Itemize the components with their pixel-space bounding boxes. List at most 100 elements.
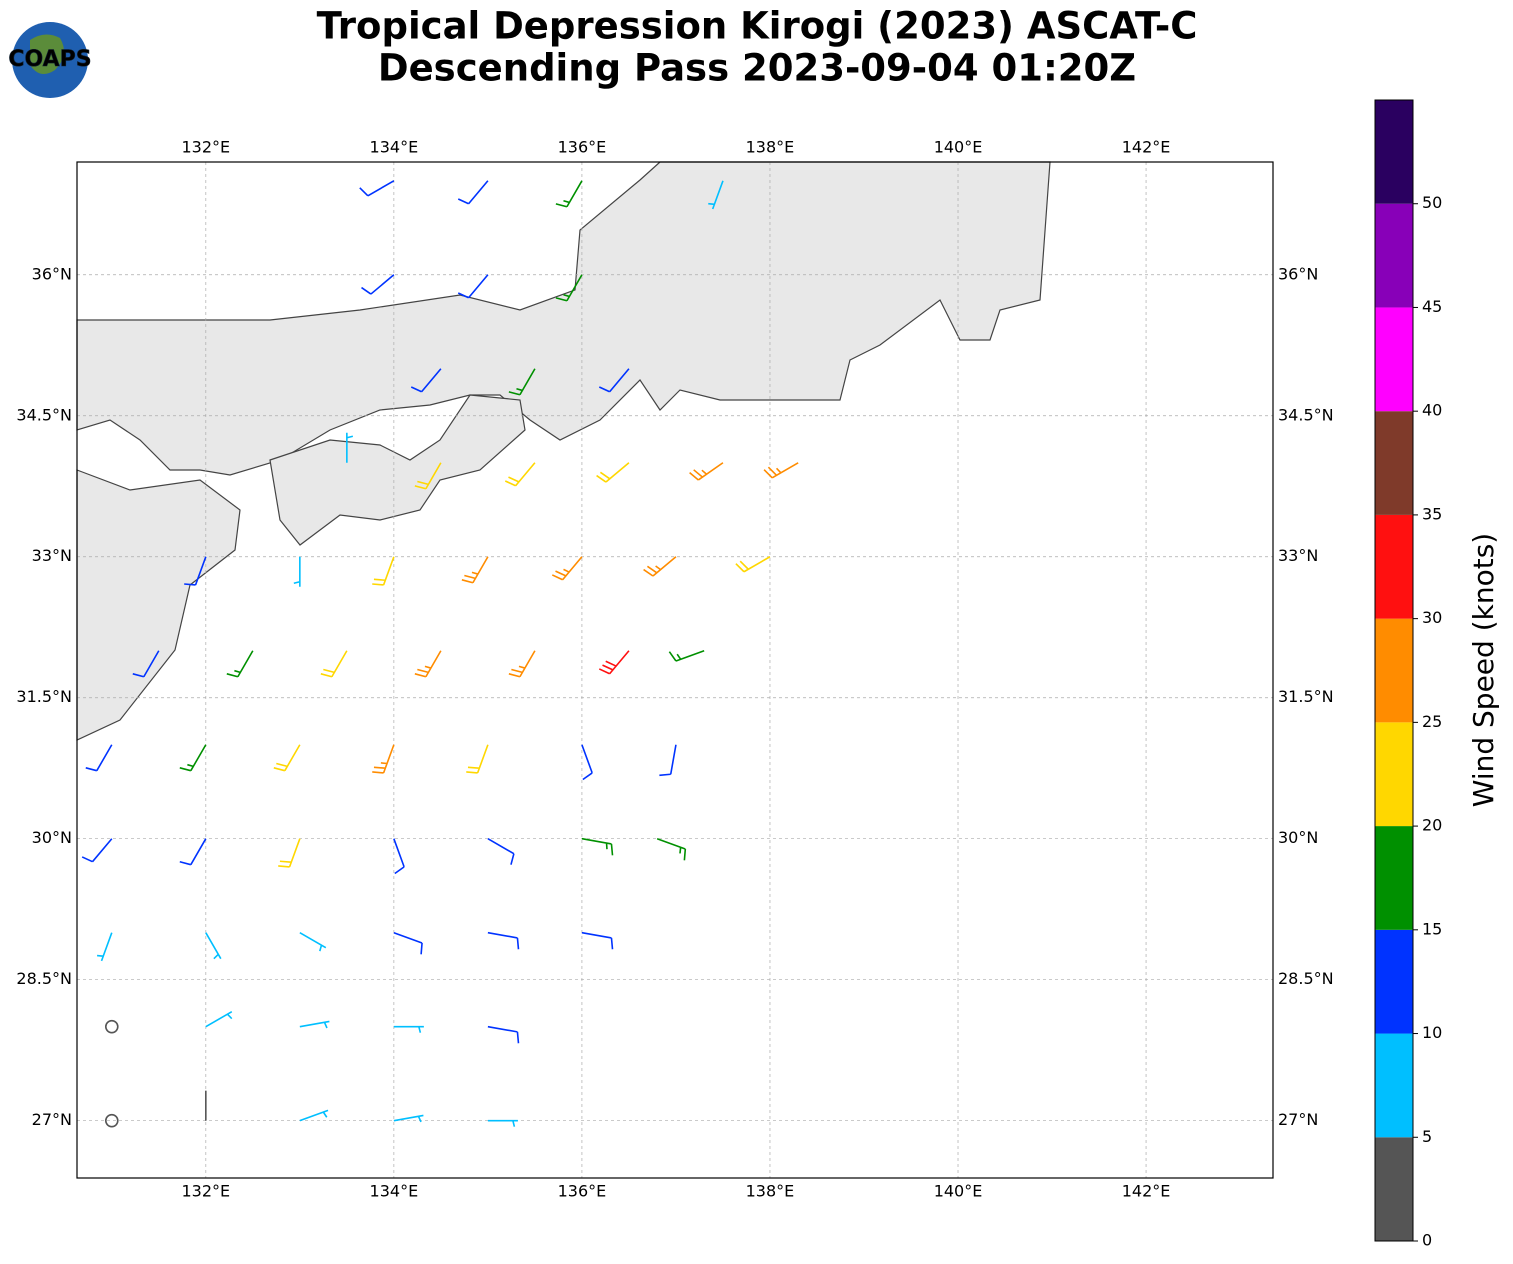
wind-barb (299, 932, 327, 952)
wind-barb (598, 368, 630, 393)
logo-land (30, 34, 64, 74)
y-tick-label: 27°N (32, 1110, 72, 1129)
wind-barb (346, 432, 354, 463)
wind-barb (184, 556, 207, 586)
wind-barb (555, 274, 583, 302)
wind-barb (273, 744, 301, 772)
wind-barb (361, 274, 395, 295)
wind-barb (487, 838, 515, 865)
colorbar-bin (1375, 722, 1413, 827)
colorbar-bin (1375, 514, 1413, 619)
colorbar-bin (1375, 1137, 1413, 1241)
wind-barb (487, 931, 520, 950)
colorbar-tick-label: 10 (1422, 1023, 1442, 1042)
wind-barb (457, 180, 489, 205)
x-tick-label: 138°E (746, 1182, 795, 1201)
logo-text: COAPS (8, 47, 91, 72)
y-tick-label: 31.5°N (16, 687, 72, 706)
wind-barb (656, 837, 687, 861)
map-frame (76, 161, 1274, 1179)
wind-barb (581, 837, 614, 856)
x-tick-label: 140°E (934, 138, 983, 157)
barbs (81, 180, 799, 1128)
colorbar: 0 5 10 15 20 25 30 35 40 45 50 (1374, 99, 1442, 1250)
x-tick-label: 134°E (370, 138, 419, 157)
grid (77, 162, 1273, 1178)
y-tick-label: 28.5°N (1278, 969, 1334, 988)
x-tick-label: 132°E (181, 1182, 230, 1201)
x-tick-label: 140°E (934, 1182, 983, 1201)
wind-barb (299, 1020, 330, 1029)
colorbar-bin (1375, 1033, 1413, 1138)
y-tick-label: 30°N (32, 828, 72, 847)
colorbar-bin (1375, 411, 1413, 515)
wind-barb (508, 368, 536, 396)
wind-barb (487, 1119, 518, 1127)
x-tick-label: 142°E (1122, 138, 1171, 157)
colorbar-tick-label: 30 (1422, 608, 1442, 627)
title-line: Descending Pass 2023-09-04 01:20Z (378, 47, 1136, 90)
colorbar-label: Wind Speed (knots) (1467, 533, 1500, 807)
wind-barb (372, 556, 395, 586)
wind-barb (393, 838, 405, 875)
wind-barb (179, 744, 207, 772)
wind-barb (668, 649, 705, 662)
wind-barb (299, 1109, 329, 1122)
colorbar-tick-label: 15 (1422, 919, 1442, 938)
y-tick-label: 28.5°N (16, 969, 72, 988)
wind-barb (596, 462, 630, 483)
colorbar-tick-label: 25 (1422, 712, 1442, 731)
wind-barb (487, 1025, 520, 1044)
wind-barb (508, 650, 536, 678)
wind-barb (708, 180, 724, 210)
wind-barb (555, 180, 583, 208)
wind-barb (372, 744, 395, 774)
honshu (76, 161, 1051, 476)
colorbar-tick-label: 45 (1422, 297, 1442, 316)
y-tick-label: 33°N (32, 546, 72, 565)
colorbar-tick-label: 0 (1422, 1231, 1432, 1250)
y-tick-label: 36°N (32, 264, 72, 283)
land (76, 161, 1051, 741)
wind-barb (278, 838, 301, 868)
wind-barb (97, 932, 113, 962)
wind-barb (179, 838, 207, 866)
wind-barb (466, 744, 489, 774)
wind-barb (689, 462, 724, 481)
wind-barb (410, 368, 442, 393)
x-tick-label: 138°E (746, 138, 795, 157)
wind-barb (293, 556, 301, 587)
y-tick-label: 36°N (1278, 264, 1318, 283)
y-tick-label: 33°N (1278, 546, 1318, 565)
wind-barb (132, 650, 160, 678)
y-tick-label: 34.5°N (1278, 405, 1334, 424)
wind-barb (393, 1025, 424, 1033)
wind-barb (85, 744, 113, 772)
y-tick-label: 27°N (1278, 1110, 1318, 1129)
wind-barb (205, 932, 222, 960)
colorbar-tick-label: 50 (1422, 193, 1442, 212)
colorbar-bin (1375, 307, 1413, 412)
title-line: Tropical Depression Kirogi (2023) ASCAT-… (317, 5, 1198, 48)
logo: COAPS (8, 22, 92, 98)
y-tick-label: 30°N (1278, 828, 1318, 847)
colorbar-bin (1375, 929, 1413, 1034)
wind-barb (763, 462, 799, 479)
x-tick-label: 136°E (558, 138, 607, 157)
wind-barb (393, 931, 423, 955)
wind-barb (414, 462, 442, 490)
colorbar-tick-label: 35 (1422, 504, 1442, 523)
wind-barb (735, 556, 771, 573)
colorbar-frame (1374, 99, 1414, 1242)
wind-barb (504, 462, 536, 487)
y-tick-label: 31.5°N (1278, 687, 1334, 706)
shikoku (269, 394, 526, 546)
wind-barb (320, 650, 348, 678)
kyushu (76, 469, 241, 741)
wind-barb (659, 744, 677, 777)
wind-barb (643, 556, 677, 577)
calm-circle (104, 1113, 119, 1128)
wind-barb (581, 744, 593, 781)
wind-barb (205, 1010, 233, 1028)
colorbar-bin (1375, 826, 1413, 930)
